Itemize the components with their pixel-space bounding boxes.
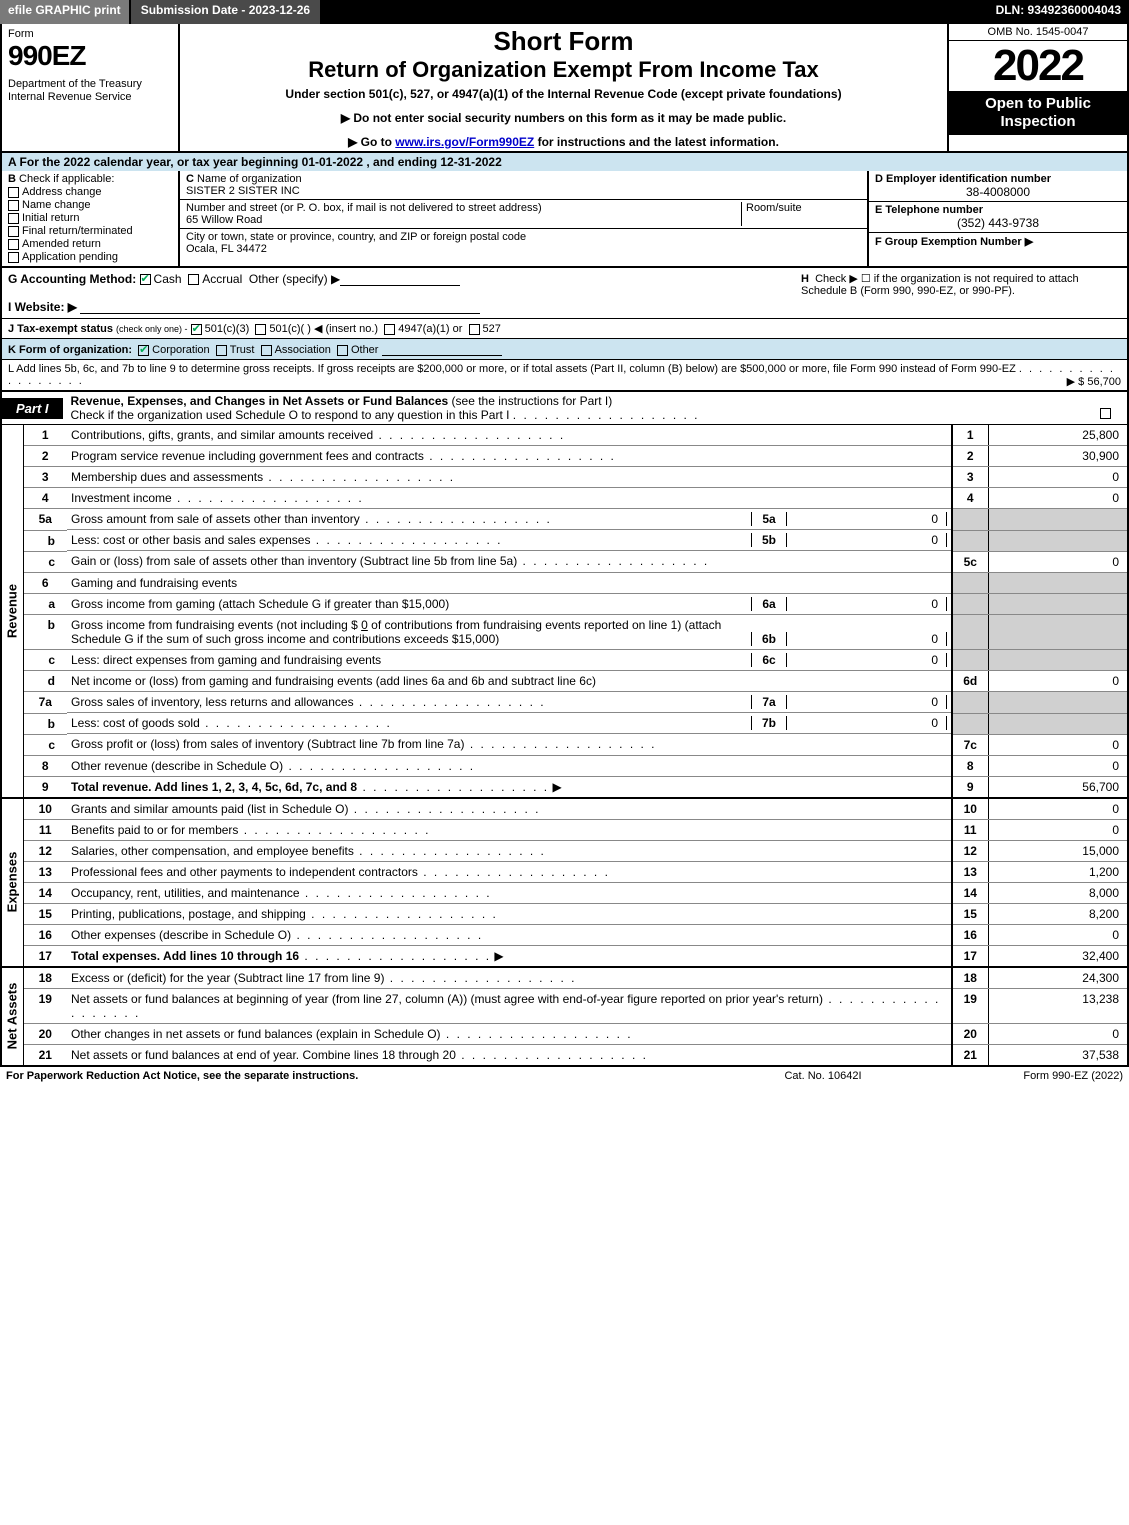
row-h-text: Check ▶ ☐ if the organization is not req… xyxy=(801,273,1079,297)
chk-application-pending[interactable]: Application pending xyxy=(8,251,172,263)
name-label: Name of organization xyxy=(197,173,302,185)
form-ref: Form 990-EZ (2022) xyxy=(923,1070,1123,1082)
form-header: Form 990EZ Department of the Treasury In… xyxy=(0,24,1129,153)
top-bar: efile GRAPHIC print Submission Date - 20… xyxy=(0,0,1129,24)
tax-exempt-label: J Tax-exempt status xyxy=(8,323,113,335)
open-to-public: Open to Public Inspection xyxy=(949,91,1127,135)
sidetab-expenses: Expenses xyxy=(1,798,23,967)
footer: For Paperwork Reduction Act Notice, see … xyxy=(0,1067,1129,1085)
short-form-label: Short Form xyxy=(188,26,939,57)
ein-label: D Employer identification number xyxy=(875,173,1051,185)
room-label: Room/suite xyxy=(746,202,802,214)
sidetab-revenue: Revenue xyxy=(1,425,23,798)
group-exemption-label: F Group Exemption Number ▶ xyxy=(875,236,1033,248)
other-specify-input[interactable] xyxy=(340,272,460,286)
part-1-tag: Part I xyxy=(2,398,63,419)
phone-value: (352) 443-9738 xyxy=(875,216,1121,230)
omb-number: OMB No. 1545-0047 xyxy=(949,24,1127,41)
chk-initial-return[interactable]: Initial return xyxy=(8,212,172,224)
line-1-val: 25,800 xyxy=(988,425,1128,446)
form-meta-block: OMB No. 1545-0047 2022 Open to Public In… xyxy=(947,24,1127,151)
row-k: K Form of organization: Corporation Trus… xyxy=(0,339,1129,360)
dln: DLN: 93492360004043 xyxy=(988,0,1129,24)
form-of-org-label: K Form of organization: xyxy=(8,344,132,356)
line-1-num: 1 xyxy=(23,425,67,446)
chk-name-change[interactable]: Name change xyxy=(8,199,172,211)
city-label: City or town, state or province, country… xyxy=(186,231,526,243)
chk-accrual[interactable] xyxy=(188,274,199,285)
row-j: J Tax-exempt status (check only one) - 5… xyxy=(0,319,1129,339)
part-1-sub: (see the instructions for Part I) xyxy=(452,394,613,408)
instructions-link[interactable]: www.irs.gov/Form990EZ xyxy=(395,135,534,149)
part-1-header: Part I Revenue, Expenses, and Changes in… xyxy=(0,392,1129,425)
form-id-block: Form 990EZ Department of the Treasury In… xyxy=(2,24,180,151)
row-l-value: ▶ $ 56,700 xyxy=(1067,375,1121,388)
form-subtitle: Under section 501(c), 527, or 4947(a)(1)… xyxy=(188,87,939,101)
form-label: Form xyxy=(8,28,172,40)
chk-501c[interactable] xyxy=(255,324,266,335)
chk-501c3[interactable] xyxy=(191,324,202,335)
box-b: B Check if applicable: Address change Na… xyxy=(2,171,180,266)
row-l: L Add lines 5b, 6c, and 7b to line 9 to … xyxy=(0,360,1129,392)
form-title-block: Short Form Return of Organization Exempt… xyxy=(180,24,947,151)
row-a-tax-year: A For the 2022 calendar year, or tax yea… xyxy=(0,153,1129,171)
submission-date: Submission Date - 2023-12-26 xyxy=(131,0,320,24)
phone-label: E Telephone number xyxy=(875,204,983,216)
other-org-input[interactable] xyxy=(382,342,502,356)
part-1-title: Revenue, Expenses, and Changes in Net As… xyxy=(71,394,449,408)
box-d-e-f: D Employer identification number 38-4008… xyxy=(867,171,1127,266)
chk-corporation[interactable] xyxy=(138,345,149,356)
paperwork-notice: For Paperwork Reduction Act Notice, see … xyxy=(6,1070,723,1082)
chk-trust[interactable] xyxy=(216,345,227,356)
department: Department of the Treasury Internal Reve… xyxy=(8,78,172,104)
ssn-warning: ▶ Do not enter social security numbers o… xyxy=(188,111,939,125)
part-1-check: Check if the organization used Schedule … xyxy=(71,408,510,422)
goto-prefix: ▶ Go to xyxy=(348,135,395,149)
cat-no: Cat. No. 10642I xyxy=(723,1070,923,1082)
box-c-label: C xyxy=(186,173,194,185)
chk-cash[interactable] xyxy=(140,274,151,285)
city-value: Ocala, FL 34472 xyxy=(186,243,267,255)
street-value: 65 Willow Road xyxy=(186,214,262,226)
line-1-desc: Contributions, gifts, grants, and simila… xyxy=(71,428,373,442)
box-b-label: B xyxy=(8,173,16,185)
chk-other-org[interactable] xyxy=(337,345,348,356)
website-label: I Website: ▶ xyxy=(8,300,77,314)
efile-print-button[interactable]: efile GRAPHIC print xyxy=(0,0,131,24)
ein-value: 38-4008000 xyxy=(875,185,1121,199)
instructions-link-row: ▶ Go to www.irs.gov/Form990EZ for instru… xyxy=(188,135,939,149)
chk-schedule-o[interactable] xyxy=(1100,408,1111,419)
part-1-table: Revenue 1 Contributions, gifts, grants, a… xyxy=(0,425,1129,1067)
chk-amended-return[interactable]: Amended return xyxy=(8,238,172,250)
chk-final-return[interactable]: Final return/terminated xyxy=(8,225,172,237)
org-name: SISTER 2 SISTER INC xyxy=(186,185,300,197)
row-l-text: L Add lines 5b, 6c, and 7b to line 9 to … xyxy=(8,363,1016,375)
form-title: Return of Organization Exempt From Incom… xyxy=(188,57,939,83)
box-b-sublabel: Check if applicable: xyxy=(19,173,114,185)
form-number: 990EZ xyxy=(8,40,172,72)
chk-4947[interactable] xyxy=(384,324,395,335)
box-c: C Name of organization SISTER 2 SISTER I… xyxy=(180,171,867,266)
website-input[interactable] xyxy=(80,300,480,314)
street-label: Number and street (or P. O. box, if mail… xyxy=(186,202,542,214)
block-b-c-d: B Check if applicable: Address change Na… xyxy=(0,171,1129,268)
sidetab-net-assets: Net Assets xyxy=(1,967,23,1066)
tax-year: 2022 xyxy=(949,41,1127,91)
goto-suffix: for instructions and the latest informat… xyxy=(534,135,779,149)
line-1-rn: 1 xyxy=(952,425,988,446)
accounting-method-label: G Accounting Method: xyxy=(8,272,136,286)
chk-association[interactable] xyxy=(261,345,272,356)
chk-527[interactable] xyxy=(469,324,480,335)
row-g-h: G Accounting Method: Cash Accrual Other … xyxy=(0,268,1129,319)
chk-address-change[interactable]: Address change xyxy=(8,186,172,198)
row-h-label: H xyxy=(801,273,809,285)
